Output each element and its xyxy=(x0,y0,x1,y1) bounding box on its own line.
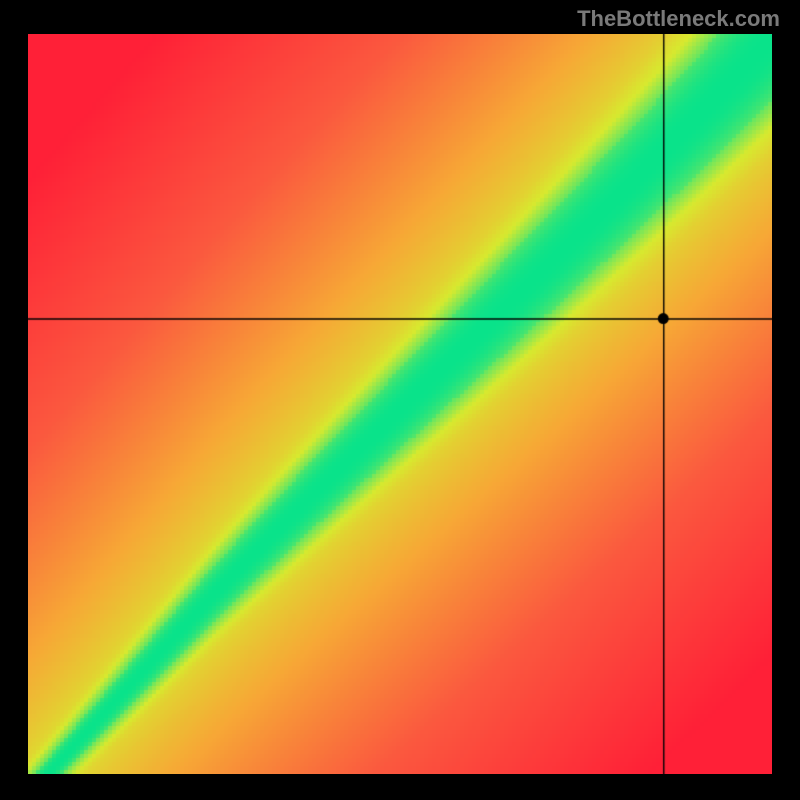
bottleneck-heatmap xyxy=(28,34,772,774)
watermark-text: TheBottleneck.com xyxy=(577,6,780,32)
